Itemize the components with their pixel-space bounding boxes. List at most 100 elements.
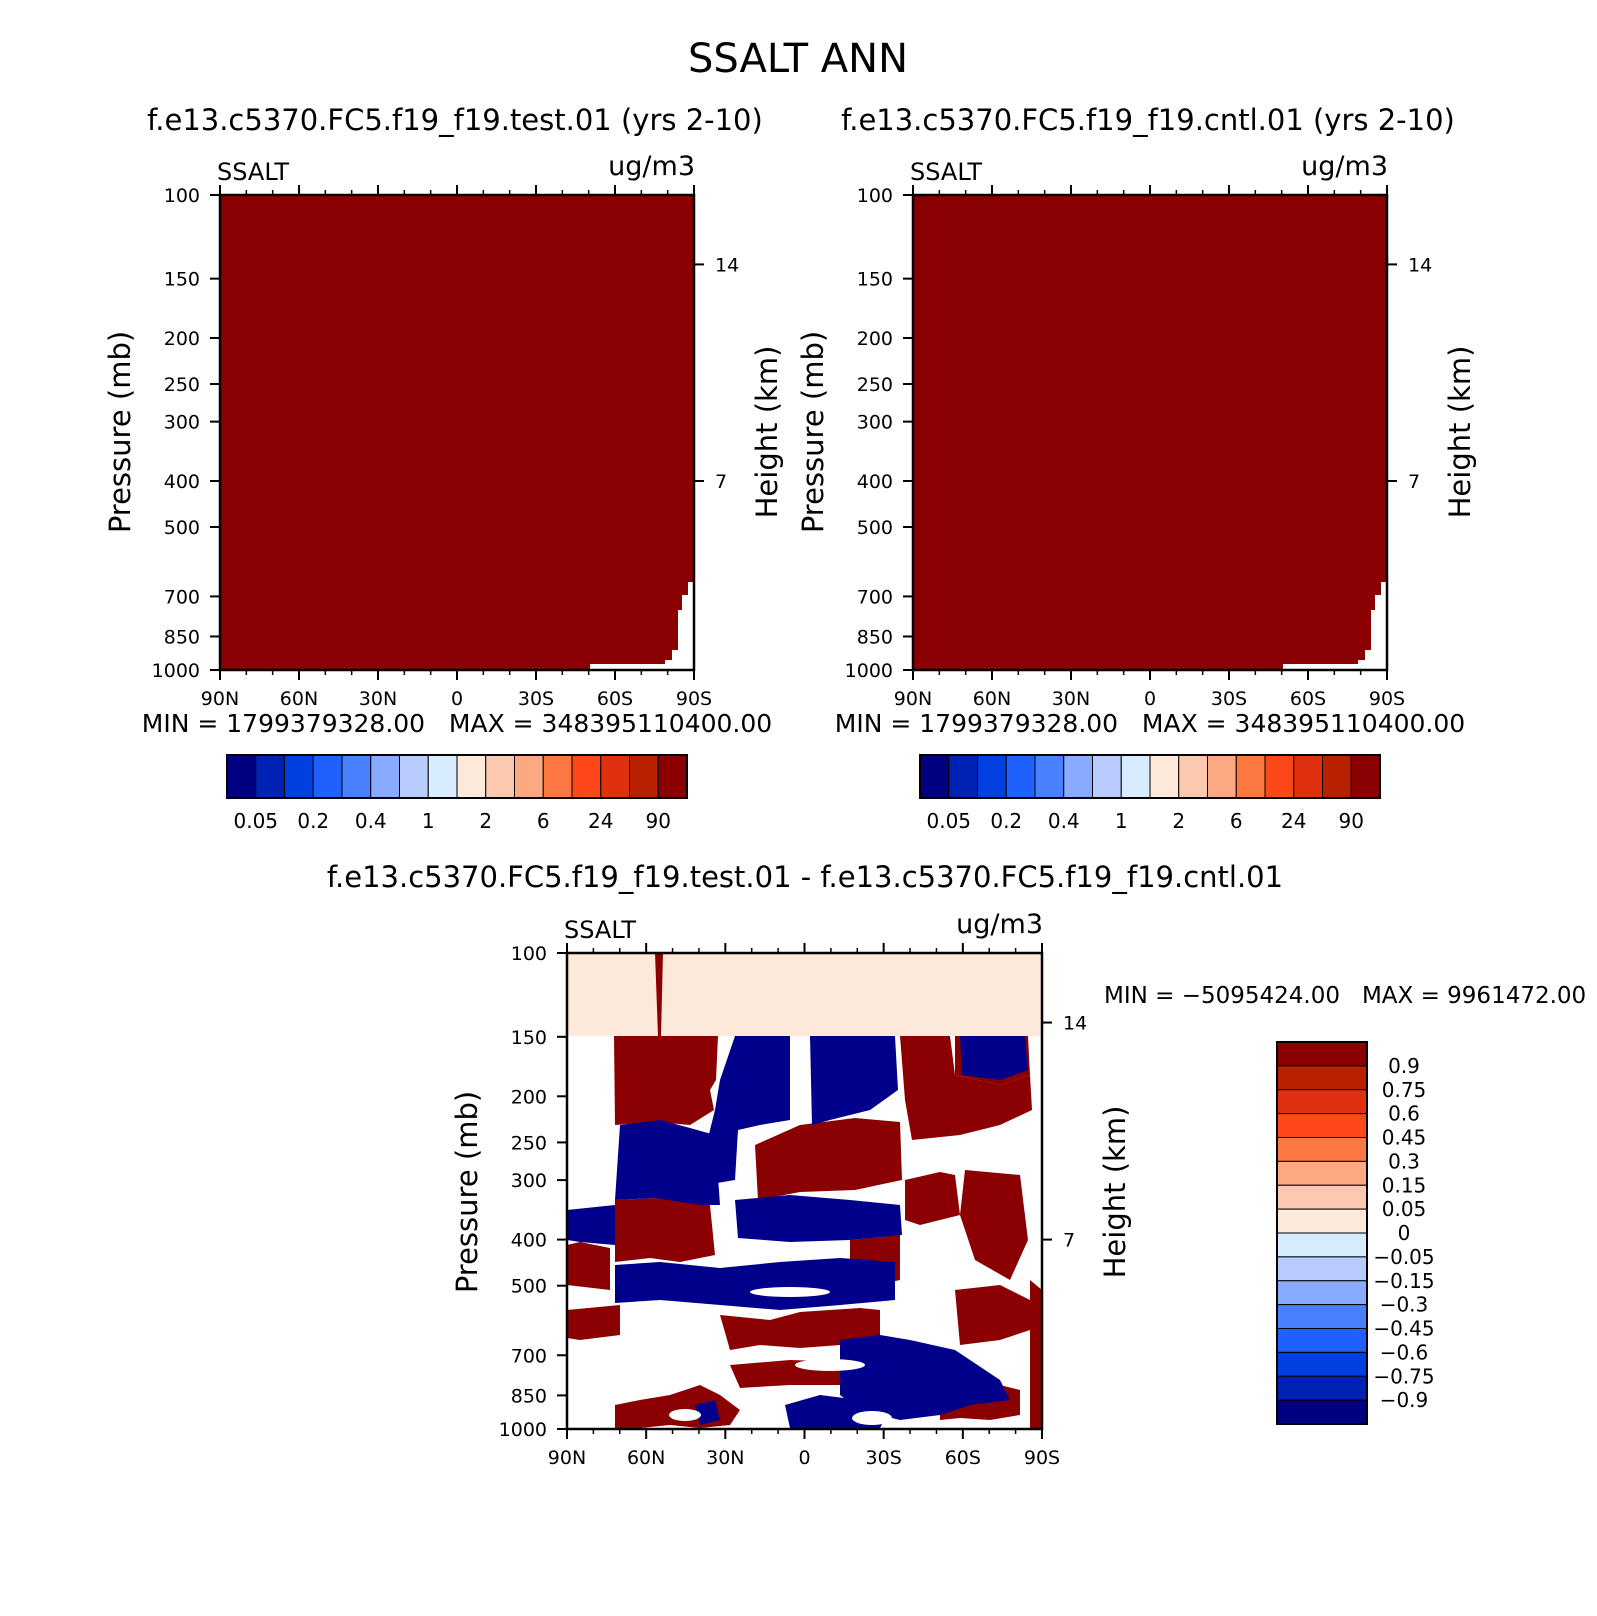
y-tick-label: 300 xyxy=(857,412,893,434)
panel-title: f.e13.c5370.FC5.f19_f19.test.01 (yrs 2-1… xyxy=(147,103,763,137)
y-tick-label: 500 xyxy=(511,1276,547,1298)
colorbar-label: 0.05 xyxy=(233,809,278,833)
page-title: SSALT ANN xyxy=(688,36,908,82)
colorbar-frame xyxy=(1276,1041,1368,1425)
colorbar-swatch xyxy=(1034,754,1065,799)
colorbar-label: 24 xyxy=(588,809,613,833)
y-tick-label: 100 xyxy=(511,943,547,965)
y-axis-right-label: Height (km) xyxy=(1443,346,1477,519)
y-right-tick-label: 7 xyxy=(715,471,727,493)
colorbar-label: −0.3 xyxy=(1380,1293,1429,1317)
field-name: SSALT xyxy=(910,158,982,186)
x-tick-label: 60N xyxy=(627,1447,665,1469)
y-tick-label: 400 xyxy=(857,471,893,493)
x-tick-label: 30N xyxy=(1052,688,1090,710)
colorbar-label: 0.4 xyxy=(1048,809,1080,833)
colorbar-label: 2 xyxy=(479,809,492,833)
colorbar-swatch xyxy=(600,754,630,799)
colorbar-swatch xyxy=(1276,1280,1368,1306)
y-axis-right-label: Height (km) xyxy=(750,346,784,519)
colorbar-swatch xyxy=(485,754,515,799)
colorbar-swatch xyxy=(1322,754,1352,799)
colorbar-swatch xyxy=(1276,1399,1368,1425)
colorbar-swatch xyxy=(1276,1089,1368,1115)
colorbar-swatch xyxy=(1276,1184,1368,1210)
colorbar-swatch xyxy=(1276,1256,1368,1282)
colorbar-swatch xyxy=(312,754,343,799)
y-right-tick-label: 14 xyxy=(715,254,739,276)
y-tick-label: 300 xyxy=(511,1170,547,1192)
colorbar-swatch xyxy=(1276,1328,1368,1353)
colorbar-swatch xyxy=(629,754,659,799)
colorbar-swatch xyxy=(1207,754,1237,799)
stats-line: MIN = 1799379328.00 MAX = 348395110400.0… xyxy=(835,709,1465,738)
colorbar-swatch xyxy=(1276,1041,1368,1067)
colorbar-swatch xyxy=(1276,1160,1368,1186)
y-tick-label: 850 xyxy=(164,626,200,648)
y-tick-label: 1000 xyxy=(845,660,893,682)
y-right-tick-label: 7 xyxy=(1408,471,1420,493)
units-label: ug/m3 xyxy=(956,909,1043,940)
colorbar-label: 24 xyxy=(1281,809,1306,833)
colorbar-label: 0.2 xyxy=(297,809,329,833)
y-tick-label: 1000 xyxy=(152,660,200,682)
x-tick-label: 30S xyxy=(1211,688,1247,710)
y-tick-label: 250 xyxy=(511,1132,547,1154)
field-name: SSALT xyxy=(564,916,636,944)
colorbar-swatch xyxy=(948,754,978,799)
colorbar-swatch xyxy=(1005,754,1036,799)
y-axis-label: Pressure (mb) xyxy=(796,331,830,533)
y-tick-label: 850 xyxy=(857,626,893,648)
colorbar-swatch xyxy=(657,754,688,799)
panel-title: f.e13.c5370.FC5.f19_f19.cntl.01 (yrs 2-1… xyxy=(841,103,1455,137)
y-tick-label: 300 xyxy=(164,412,200,434)
colorbar-swatch xyxy=(1276,1375,1368,1401)
colorbar-label: 0.75 xyxy=(1382,1078,1427,1102)
unfilled-corner xyxy=(1283,582,1387,670)
colorbar-label: 0.05 xyxy=(926,809,971,833)
colorbar-label: 0 xyxy=(1398,1221,1411,1245)
panel-title: f.e13.c5370.FC5.f19_f19.test.01 - f.e13.… xyxy=(327,860,1283,894)
y-tick-label: 500 xyxy=(857,517,893,539)
x-tick-label: 90S xyxy=(1024,1447,1060,1469)
colorbar-label: 0.9 xyxy=(1388,1054,1420,1078)
colorbar-swatch xyxy=(370,754,400,799)
y-tick-label: 700 xyxy=(164,586,200,608)
colorbar-swatch xyxy=(1276,1232,1368,1258)
colorbar-swatch xyxy=(427,754,458,799)
y-tick-label: 100 xyxy=(164,185,200,207)
y-tick-label: 200 xyxy=(857,328,893,350)
colorbar-swatch xyxy=(1092,754,1122,799)
colorbar-label: −0.6 xyxy=(1380,1340,1429,1364)
colorbar-swatch xyxy=(226,754,257,799)
colorbar-label: −0.05 xyxy=(1373,1245,1434,1269)
y-tick-label: 150 xyxy=(511,1027,547,1049)
colorbar-frame xyxy=(919,754,1381,799)
colorbar-swatch xyxy=(1276,1113,1368,1138)
colorbar-label: 0.45 xyxy=(1382,1126,1427,1150)
colorbar-label: 0.3 xyxy=(1388,1149,1420,1173)
x-tick-label: 60S xyxy=(1290,688,1326,710)
x-tick-label: 90S xyxy=(1369,688,1405,710)
y-axis-label: Pressure (mb) xyxy=(450,1091,484,1293)
colorbar-label: 2 xyxy=(1172,809,1185,833)
y-axis-label: Pressure (mb) xyxy=(103,331,137,533)
colorbar-swatch xyxy=(1264,754,1295,799)
colorbar-swatch xyxy=(514,754,544,799)
colorbar-swatch xyxy=(1276,1351,1368,1377)
x-tick-label: 30N xyxy=(706,1447,744,1469)
y-right-tick-label: 14 xyxy=(1063,1013,1087,1035)
panel-difference: f.e13.c5370.FC5.f19_f19.test.01 - f.e13.… xyxy=(327,860,1586,1469)
y-axis-right-label: Height (km) xyxy=(1098,1106,1132,1279)
y-tick-label: 850 xyxy=(511,1385,547,1407)
field-name: SSALT xyxy=(217,158,289,186)
y-tick-label: 200 xyxy=(511,1086,547,1108)
x-tick-label: 0 xyxy=(451,688,463,710)
colorbar-swatch xyxy=(1276,1304,1368,1329)
colorbar-swatch xyxy=(1276,1208,1368,1234)
units-label: ug/m3 xyxy=(1301,151,1388,182)
colorbar-swatch xyxy=(1276,1065,1368,1091)
y-right-tick-label: 7 xyxy=(1063,1230,1075,1252)
colorbar-label: 90 xyxy=(1339,809,1364,833)
x-tick-label: 60S xyxy=(597,688,633,710)
